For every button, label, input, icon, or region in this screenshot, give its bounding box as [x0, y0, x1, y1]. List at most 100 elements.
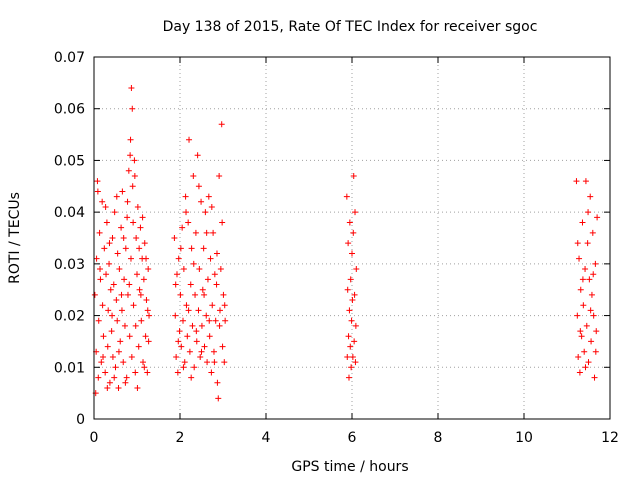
data-point	[582, 178, 589, 185]
data-point	[127, 152, 134, 159]
data-point	[146, 312, 153, 319]
data-point	[347, 276, 354, 283]
data-point	[580, 302, 587, 309]
data-point	[588, 291, 595, 298]
data-point	[212, 317, 219, 324]
data-point	[576, 255, 583, 262]
data-point	[142, 333, 149, 340]
data-point	[198, 348, 205, 355]
data-point	[594, 214, 601, 221]
data-point	[113, 297, 120, 304]
data-point	[124, 214, 131, 221]
data-point	[348, 364, 355, 371]
data-point	[210, 229, 217, 236]
data-point	[193, 328, 200, 335]
data-point	[187, 281, 194, 288]
data-point	[578, 333, 585, 340]
data-point	[198, 322, 205, 329]
data-point	[589, 229, 596, 236]
data-point	[143, 297, 150, 304]
data-point	[105, 307, 112, 314]
data-point	[172, 312, 179, 319]
data-point	[177, 245, 184, 252]
data-point	[176, 328, 183, 335]
data-point	[184, 333, 191, 340]
data-point	[183, 302, 190, 309]
data-point	[140, 359, 147, 366]
data-points	[91, 85, 601, 402]
data-point	[349, 353, 356, 360]
data-point	[100, 333, 107, 340]
data-point	[203, 229, 210, 236]
data-point	[582, 266, 589, 273]
data-point	[96, 229, 103, 236]
data-point	[196, 266, 203, 273]
data-point	[113, 193, 120, 200]
data-point	[118, 224, 125, 231]
data-point	[590, 312, 597, 319]
data-point	[124, 291, 131, 298]
data-point	[126, 333, 133, 340]
data-point	[93, 255, 100, 262]
data-point	[574, 240, 581, 247]
data-point	[181, 359, 188, 366]
data-point	[177, 291, 184, 298]
data-point	[352, 322, 359, 329]
data-point	[352, 209, 359, 216]
data-point	[128, 353, 135, 360]
data-point	[348, 317, 355, 324]
data-point	[107, 286, 114, 293]
data-point	[350, 229, 357, 236]
data-point	[103, 219, 110, 226]
data-point	[135, 343, 142, 350]
data-point	[579, 276, 586, 283]
data-point	[205, 193, 212, 200]
data-point	[175, 338, 182, 345]
data-point	[195, 183, 202, 190]
data-point	[137, 224, 144, 231]
data-point	[102, 369, 109, 376]
data-point	[210, 348, 217, 355]
data-point	[143, 255, 150, 262]
data-point	[193, 338, 200, 345]
data-point	[175, 255, 182, 262]
data-point	[217, 266, 224, 273]
data-point	[346, 219, 353, 226]
data-point	[590, 271, 597, 278]
data-point	[97, 276, 104, 283]
data-point	[344, 286, 351, 293]
x-tick-label: 4	[262, 430, 271, 446]
data-point	[211, 359, 218, 366]
data-point	[173, 353, 180, 360]
data-point	[122, 379, 129, 386]
y-tick-label: 0.01	[54, 360, 85, 376]
data-point	[137, 291, 144, 298]
data-point	[347, 343, 354, 350]
data-point	[134, 203, 141, 210]
data-point	[127, 136, 134, 143]
data-point	[95, 317, 102, 324]
data-point	[130, 219, 137, 226]
data-point	[190, 172, 197, 179]
data-point	[208, 369, 215, 376]
data-point	[207, 255, 214, 262]
data-point	[352, 359, 359, 366]
data-point	[111, 374, 118, 381]
data-point	[577, 328, 584, 335]
y-tick-label: 0	[76, 412, 85, 428]
data-point	[106, 379, 113, 386]
chart-title: Day 138 of 2015, Rate Of TEC Index for r…	[163, 19, 538, 35]
data-point	[194, 152, 201, 159]
data-point	[588, 338, 595, 345]
data-point	[186, 348, 193, 355]
data-point	[180, 266, 187, 273]
data-point	[349, 297, 356, 304]
data-point	[180, 317, 187, 324]
data-point	[581, 348, 588, 355]
x-tick-label: 10	[515, 430, 533, 446]
data-point	[216, 322, 223, 329]
data-point	[91, 291, 98, 298]
data-point	[129, 183, 136, 190]
data-point	[191, 364, 198, 371]
